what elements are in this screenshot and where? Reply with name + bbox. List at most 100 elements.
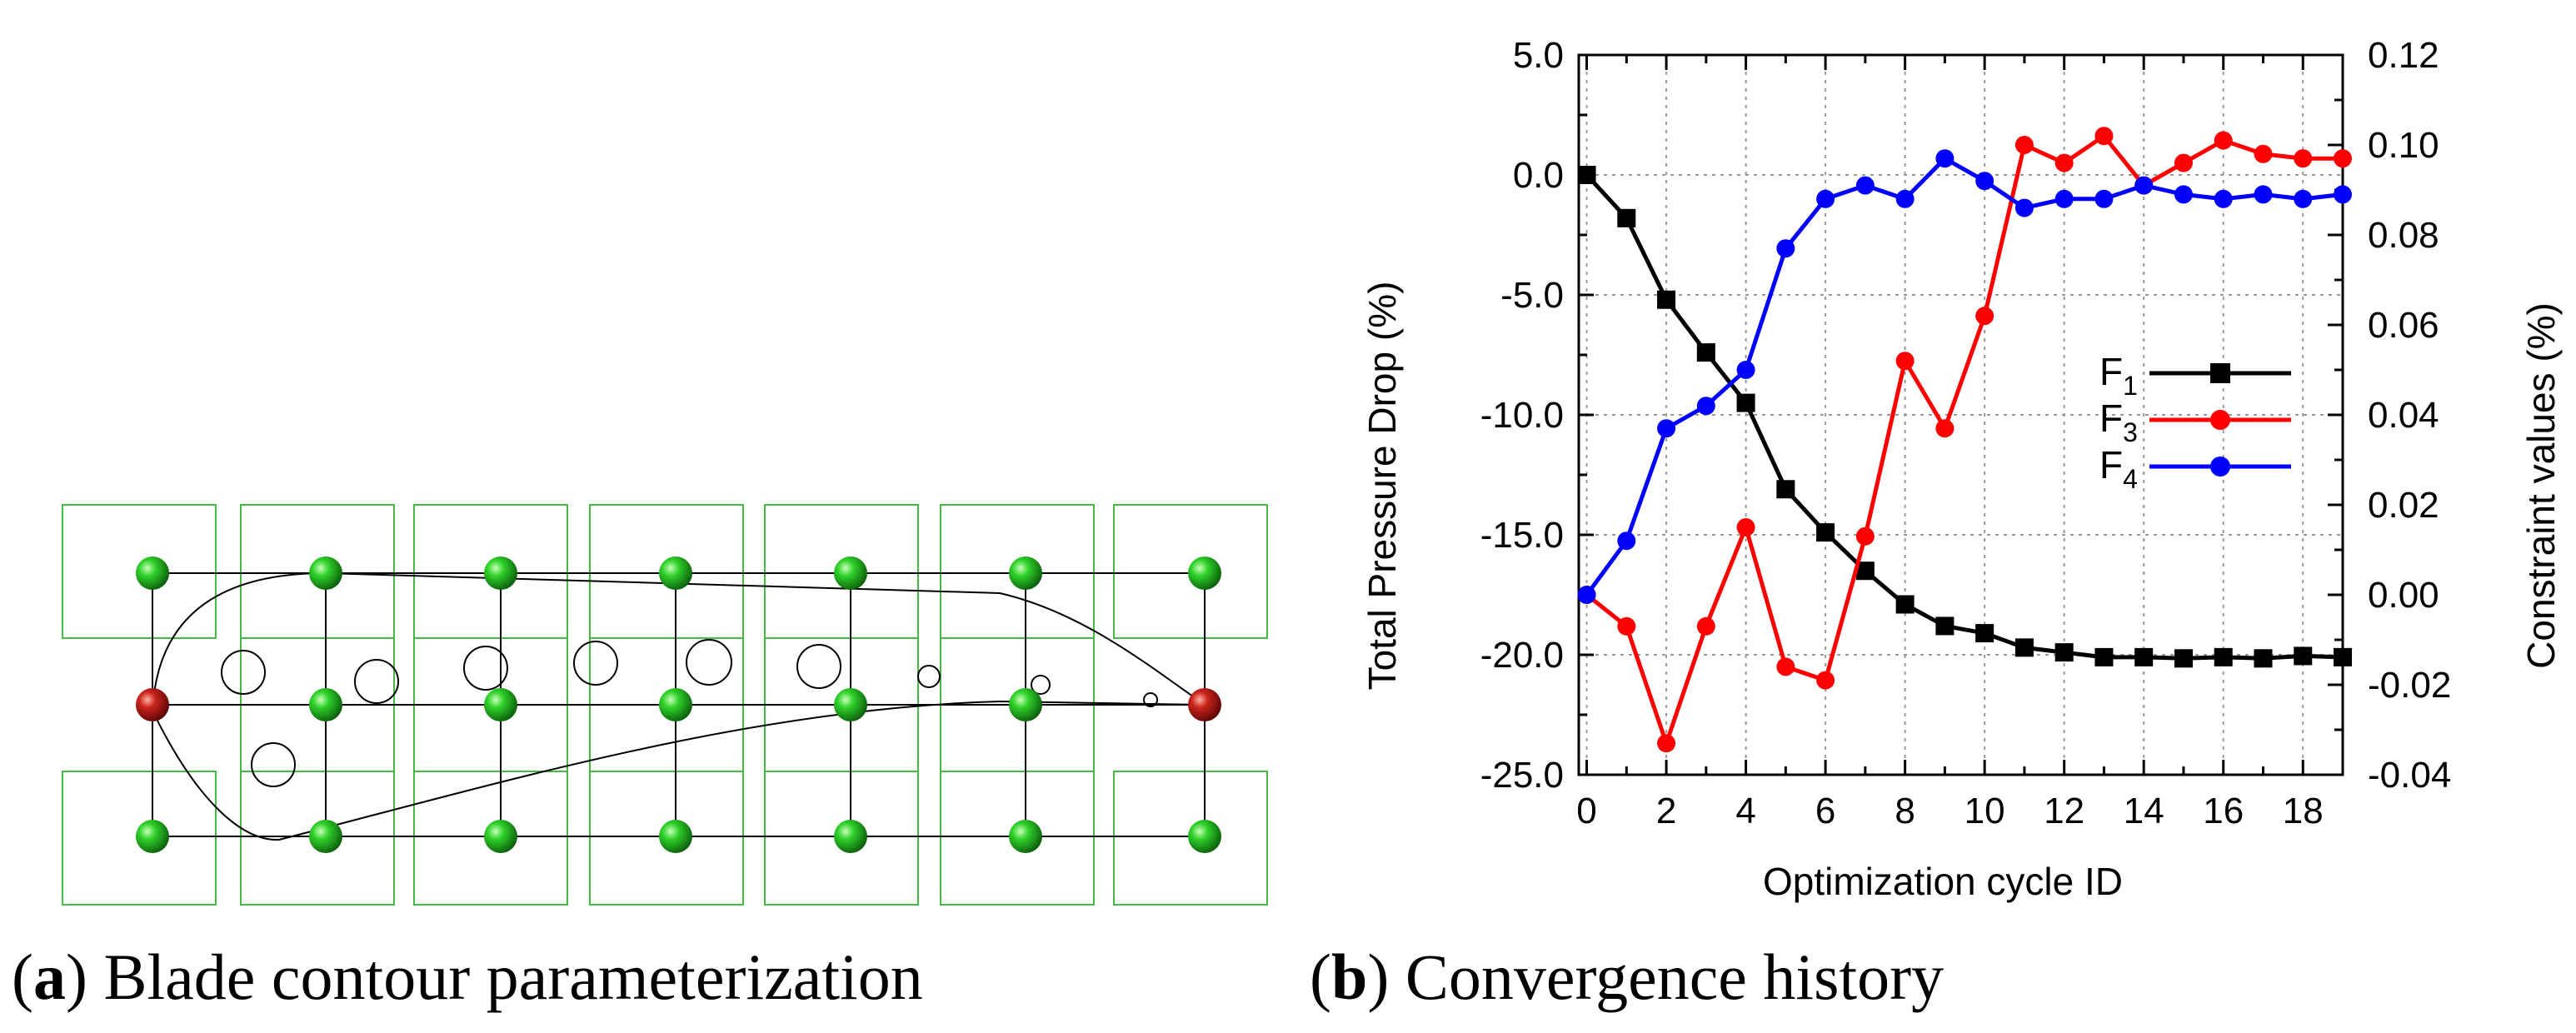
point-F3: [2214, 131, 2233, 150]
control-point: [309, 688, 342, 721]
legend-label-F1: F1: [2099, 350, 2138, 401]
y-tick-label: -15.0: [1480, 515, 1564, 556]
y-tick-label: 0.0: [1513, 155, 1564, 196]
caption-b-letter: b: [1330, 941, 1368, 1013]
data-series: [1577, 127, 2352, 753]
point-F1: [1975, 624, 1994, 643]
caption-a-letter: a: [32, 941, 66, 1013]
legend-item-F1: F1: [2099, 350, 2291, 401]
control-point: [659, 820, 692, 853]
point-F3: [2294, 149, 2313, 168]
x-tick-label: 18: [2283, 791, 2324, 831]
ffd-box: [62, 504, 217, 639]
point-F3: [1816, 671, 1835, 690]
point-F1: [1736, 393, 1755, 412]
point-F4: [2094, 189, 2114, 208]
point-F3: [1736, 518, 1755, 536]
legend-label-F4: F4: [2099, 443, 2138, 494]
caption-b: (b) Convergence history: [1310, 941, 1944, 1013]
y2-tick-label: 0.00: [2368, 575, 2439, 616]
control-point: [1009, 820, 1042, 853]
point-F1: [1657, 290, 1676, 309]
point-F3: [1935, 419, 1954, 438]
control-points: [136, 556, 1221, 853]
point-F3: [1617, 616, 1636, 636]
control-point: [309, 556, 342, 590]
point-F1: [1776, 480, 1795, 499]
point-F4: [1617, 531, 1636, 551]
point-F4: [2214, 189, 2233, 208]
y-tick-label: -10.0: [1480, 395, 1564, 436]
point-F4: [2054, 189, 2074, 208]
blade-parameterization-panel: [62, 504, 1268, 906]
point-F4: [1855, 176, 1875, 195]
point-F1: [2014, 638, 2034, 657]
legend-subscript: 1: [2123, 371, 2138, 401]
point-F1: [1816, 523, 1835, 542]
left-axis-tick-labels: 5.0 0.0 -5.0 -10.0 -15.0 -20.0 -25.0: [1480, 35, 1564, 796]
ffd-box: [1113, 771, 1268, 906]
x-tick-label: 8: [1895, 791, 1915, 831]
x-tick-label: 0: [1576, 791, 1596, 831]
y-tick-label: -5.0: [1500, 275, 1564, 316]
point-F1: [2294, 646, 2313, 666]
control-point: [136, 556, 169, 590]
x-tick-label: 16: [2203, 791, 2244, 831]
point-F1: [1895, 595, 1915, 614]
control-point: [309, 820, 342, 853]
legend-marker-F1: [2210, 363, 2230, 383]
point-F1: [2134, 647, 2154, 666]
point-F1: [1696, 343, 1715, 362]
control-point: [834, 556, 867, 590]
control-point: [659, 556, 692, 590]
convergence-chart: 5.00.0-5.0-10.0-15.0-20.0-25.0 0.120.100…: [1360, 35, 2563, 903]
point-F1: [2334, 647, 2352, 666]
y-tick-label: -20.0: [1480, 635, 1564, 676]
control-point: [1009, 556, 1042, 590]
caption-b-text: Convergence history: [1405, 941, 1944, 1013]
legend-item-F3: F3: [2099, 397, 2291, 447]
y2-tick-label: 0.02: [2368, 485, 2439, 526]
y2-tick-label: -0.04: [2368, 755, 2451, 796]
control-point: [834, 820, 867, 853]
point-F4: [1935, 149, 1954, 168]
x-tick-label: 2: [1656, 791, 1676, 831]
control-point: [1009, 688, 1042, 721]
right-axis-label: Constraint values (%): [2519, 302, 2563, 669]
ffd-box: [413, 771, 568, 906]
control-point: [659, 688, 692, 721]
point-F4: [2334, 185, 2352, 204]
ffd-box: [1113, 504, 1268, 639]
point-F1: [2094, 647, 2114, 666]
point-F1: [1935, 616, 1954, 636]
legend-marker-F4: [2210, 457, 2230, 477]
point-F4: [2174, 185, 2193, 204]
y2-tick-label: 0.12: [2368, 35, 2439, 76]
x-tick-label: 12: [2044, 791, 2084, 831]
point-F3: [2054, 153, 2074, 172]
x-tick-label: 4: [1735, 791, 1755, 831]
series-F4: [1577, 149, 2352, 604]
point-F3: [1975, 307, 1994, 326]
point-F1: [1855, 561, 1875, 581]
point-F4: [1776, 239, 1795, 258]
point-F3: [1895, 352, 1915, 371]
x-axis-label: Optimization cycle ID: [1763, 860, 2123, 903]
control-point: [136, 820, 169, 853]
series-F1: [1577, 166, 2352, 668]
x-tick-label: 6: [1815, 791, 1835, 831]
point-F3: [2174, 153, 2193, 172]
right-axis-tick-labels: 0.12 0.10 0.08 0.06 0.04 0.02 0.00 -0.02 -0.04: [2368, 35, 2451, 796]
y2-tick-label: 0.04: [2368, 395, 2439, 436]
point-F3: [1696, 616, 1715, 636]
point-F3: [1657, 734, 1676, 753]
point-F4: [2014, 198, 2034, 217]
x-tick-label: 14: [2124, 791, 2164, 831]
legend-subscript: 4: [2123, 464, 2138, 494]
point-F3: [1855, 526, 1875, 546]
y2-tick-label: -0.02: [2368, 665, 2451, 706]
y2-tick-label: 0.08: [2368, 215, 2439, 256]
y2-tick-label: 0.10: [2368, 125, 2439, 166]
y2-tick-label: 0.06: [2368, 305, 2439, 346]
